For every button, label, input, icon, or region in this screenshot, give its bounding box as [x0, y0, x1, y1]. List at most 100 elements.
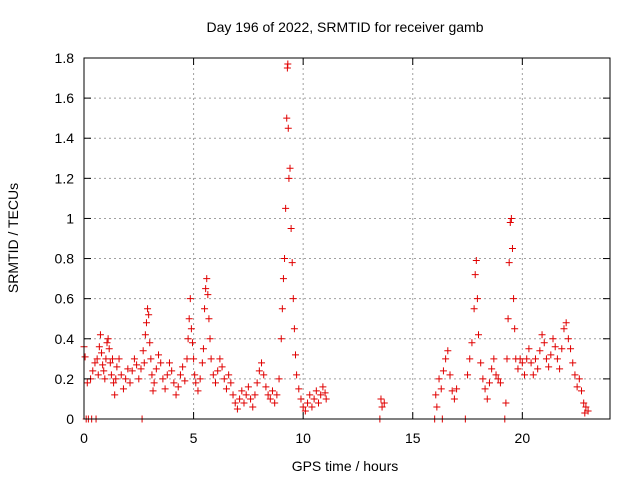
data-point [380, 399, 388, 407]
data-point [174, 383, 182, 391]
data-point [578, 387, 586, 395]
data-point [149, 387, 157, 395]
data-point [464, 371, 472, 379]
data-point [319, 383, 327, 391]
data-point [266, 395, 274, 403]
data-point [249, 403, 257, 411]
data-point [198, 359, 206, 367]
data-point [435, 375, 443, 383]
data-point [135, 375, 143, 383]
data-point [472, 257, 480, 265]
data-point [560, 325, 568, 333]
data-point [479, 375, 487, 383]
data-point [229, 391, 237, 399]
data-point [444, 347, 452, 355]
data-point [99, 361, 107, 369]
data-point [201, 305, 209, 313]
data-point [227, 379, 235, 387]
data-point [110, 379, 118, 387]
data-point [282, 204, 290, 212]
data-point [571, 371, 579, 379]
y-tick-label: 0.2 [55, 371, 75, 387]
data-point [147, 355, 155, 363]
data-point [547, 351, 555, 359]
data-point [490, 355, 498, 363]
data-point [122, 375, 130, 383]
data-point [262, 383, 270, 391]
data-point [285, 174, 293, 182]
x-tick-label: 10 [295, 430, 311, 446]
data-point [293, 371, 301, 379]
x-tick-label: 0 [80, 430, 88, 446]
data-point [242, 391, 250, 399]
data-point [290, 325, 298, 333]
data-point [231, 399, 239, 407]
chart-title: Day 196 of 2022, SRMTID for receiver gam… [206, 19, 483, 35]
data-point [93, 355, 101, 363]
data-point [483, 395, 491, 403]
data-point [233, 405, 241, 413]
data-point [540, 339, 548, 347]
data-point [202, 285, 210, 293]
data-point [139, 347, 147, 355]
data-point [287, 224, 295, 232]
data-point [556, 365, 564, 373]
data-point [128, 367, 136, 375]
data-point [145, 311, 153, 319]
data-point [163, 371, 171, 379]
y-tick-label: 1 [66, 210, 74, 226]
data-point [199, 345, 207, 353]
data-point [301, 407, 309, 415]
data-point [240, 399, 248, 407]
data-point [222, 385, 230, 393]
data-point [573, 383, 581, 391]
data-point [190, 355, 198, 363]
data-point [216, 355, 224, 363]
data-point [471, 271, 479, 279]
data-point [295, 385, 303, 393]
data-point [148, 371, 156, 379]
data-point [281, 255, 289, 263]
data-point [172, 391, 180, 399]
data-points [80, 60, 592, 423]
axis-ticks [83, 57, 610, 420]
data-point [260, 371, 268, 379]
data-point [446, 371, 454, 379]
data-point [107, 371, 115, 379]
data-point [150, 379, 158, 387]
y-tick-label: 1.6 [55, 90, 75, 106]
data-point [184, 335, 192, 343]
data-point [159, 375, 167, 383]
data-point [214, 367, 222, 375]
data-point [580, 399, 588, 407]
data-point [377, 395, 385, 403]
x-tick-label: 5 [190, 430, 198, 446]
data-point [225, 371, 233, 379]
data-point [141, 331, 149, 339]
data-point [108, 355, 116, 363]
data-point [105, 345, 113, 353]
data-point [534, 365, 542, 373]
data-point [492, 371, 500, 379]
data-point [188, 339, 196, 347]
data-point [102, 355, 110, 363]
data-point [549, 335, 557, 343]
data-point [485, 379, 493, 387]
data-point [101, 375, 109, 383]
data-point [244, 383, 252, 391]
data-point [448, 387, 456, 395]
data-point [506, 218, 514, 226]
data-point [542, 355, 550, 363]
data-point [253, 379, 261, 387]
y-tick-label: 1.4 [55, 130, 75, 146]
data-point [321, 389, 329, 397]
data-point [236, 395, 244, 403]
data-point [289, 295, 297, 303]
data-point [516, 355, 524, 363]
data-point [100, 367, 108, 375]
data-point [176, 371, 184, 379]
x-tick-label: 15 [405, 430, 421, 446]
data-point [496, 379, 504, 387]
data-point [545, 363, 553, 371]
